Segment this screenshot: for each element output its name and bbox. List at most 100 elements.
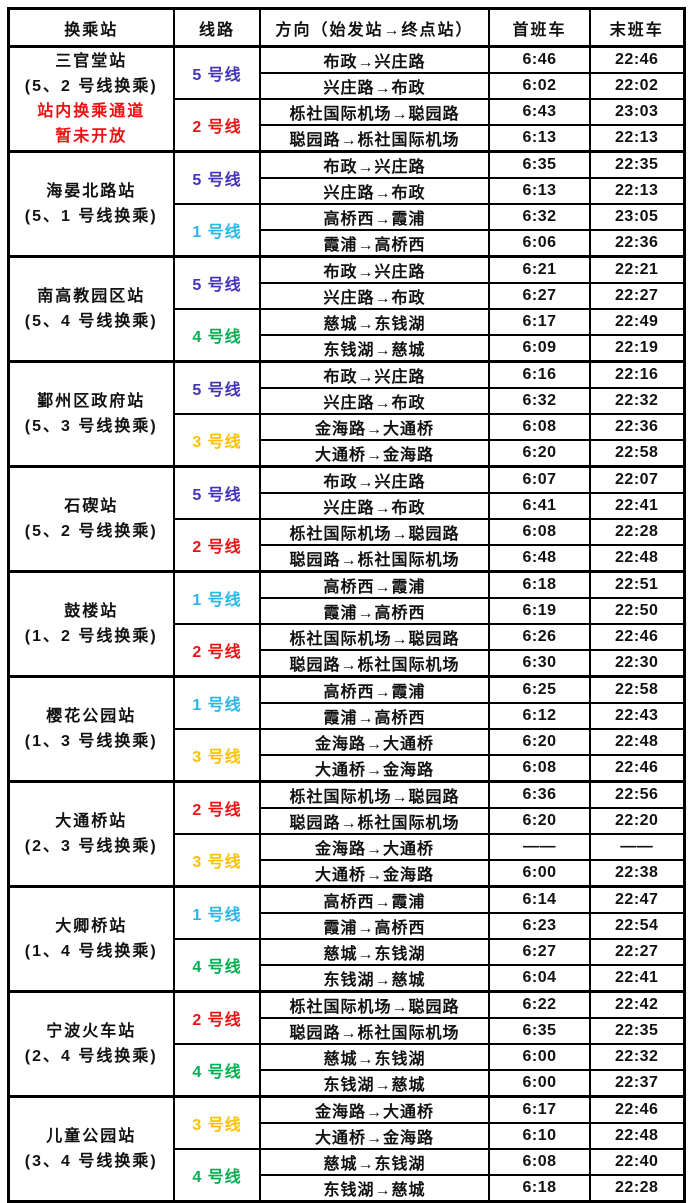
direction-cell: 高桥西→霞浦 xyxy=(259,203,490,231)
last-train-cell: —— xyxy=(589,833,685,861)
first-train-cell: 6:07 xyxy=(488,465,591,494)
direction-cell: 霞浦→高桥西 xyxy=(259,702,490,730)
line-badge: 4 号线 xyxy=(173,1043,261,1098)
last-train-cell: 22:48 xyxy=(589,544,685,573)
last-train-cell: 22:13 xyxy=(589,177,685,205)
timetable-row: 兴庄路→布政 6:41 22:41 xyxy=(8,492,685,520)
first-train-cell: 6:27 xyxy=(488,938,591,966)
last-train-cell: 22:35 xyxy=(589,150,685,179)
direction-cell: 霞浦→高桥西 xyxy=(259,229,490,258)
direction-cell: 东钱湖→慈城 xyxy=(259,1069,490,1098)
direction-cell: 金海路→大通桥 xyxy=(259,728,490,756)
direction-cell: 慈城→东钱湖 xyxy=(259,938,490,966)
direction-cell: 慈城→东钱湖 xyxy=(259,1148,490,1176)
direction-cell: 栎社国际机场→聪园路 xyxy=(259,780,490,809)
direction-cell: 金海路→大通桥 xyxy=(259,413,490,441)
station-transfer-label: (5、1 号线换乘) xyxy=(24,208,158,225)
first-train-cell: 6:35 xyxy=(488,1017,591,1045)
last-train-cell: 22:13 xyxy=(589,124,685,153)
direction-cell: 布政→兴庄路 xyxy=(259,465,490,494)
station-transfer-label: (1、3 号线换乘) xyxy=(24,733,158,750)
first-train-cell: 6:32 xyxy=(488,203,591,231)
last-train-cell: 22:46 xyxy=(589,1095,685,1124)
last-train-cell: 22:16 xyxy=(589,360,685,389)
station-transfer-label: (1、4 号线换乘) xyxy=(24,943,158,960)
direction-cell: 栎社国际机场→聪园路 xyxy=(259,518,490,546)
first-train-cell: 6:17 xyxy=(488,1095,591,1124)
last-train-cell: 22:48 xyxy=(589,1122,685,1150)
timetable-row: 三官堂站 (5、2 号线换乘) 站内换乘通道 暂未开放 5 号线 布政→兴庄路 6:46 22… xyxy=(7,45,685,153)
col-header-last-train: 末班车 xyxy=(589,7,685,48)
station-cell: 石碶站 (5、2 号线换乘) xyxy=(7,465,175,573)
timetable-row: 樱花公园站 (1、3 号线换乘) 1 号线 高桥西→霞浦 6:25 22:58 xyxy=(7,675,685,783)
timetable-row: 霞浦→高桥西 6:23 22:54 xyxy=(8,912,685,940)
line-badge: 3 号线 xyxy=(173,833,261,888)
first-train-cell: 6:35 xyxy=(488,150,591,179)
direction-cell: 布政→兴庄路 xyxy=(259,150,490,179)
first-train-cell: 6:12 xyxy=(488,702,591,730)
direction-cell: 兴庄路→布政 xyxy=(259,72,490,100)
first-train-cell: 6:08 xyxy=(488,413,591,441)
last-train-cell: 22:21 xyxy=(589,255,685,284)
station-cell: 鼓楼站 (1、2 号线换乘) xyxy=(7,570,175,678)
station-transfer-label: (5、3 号线换乘) xyxy=(24,418,158,435)
station-transfer-label: (2、4 号线换乘) xyxy=(24,1048,158,1065)
last-train-cell: 22:27 xyxy=(589,938,685,966)
station-name: 石碶站 xyxy=(64,498,119,515)
first-train-cell: 6:00 xyxy=(488,859,591,888)
station-name: 大通桥站 xyxy=(55,813,128,830)
direction-cell: 聪园路→栎社国际机场 xyxy=(259,544,490,573)
col-header-station: 换乘站 xyxy=(7,7,175,48)
direction-cell: 霞浦→高桥西 xyxy=(259,597,490,625)
station-cell: 儿童公园站 (3、4 号线换乘) xyxy=(7,1095,175,1203)
last-train-cell: 22:46 xyxy=(589,754,685,783)
station-name: 樱花公园站 xyxy=(46,708,137,725)
station-transfer-label: (1、2 号线换乘) xyxy=(24,628,158,645)
timetable-row: 大通桥→金海路 6:10 22:48 xyxy=(8,1122,685,1150)
first-train-cell: 6:20 xyxy=(488,807,591,835)
direction-cell: 兴庄路→布政 xyxy=(259,177,490,205)
first-train-cell: 6:13 xyxy=(488,177,591,205)
last-train-cell: 22:28 xyxy=(589,1174,685,1203)
line-badge: 3 号线 xyxy=(173,1095,261,1150)
timetable-row: 兴庄路→布政 6:13 22:13 xyxy=(8,177,685,205)
first-train-cell: 6:26 xyxy=(488,623,591,651)
last-train-cell: 22:20 xyxy=(589,807,685,835)
last-train-cell: 23:03 xyxy=(589,98,685,126)
station-name: 鼓楼站 xyxy=(64,603,119,620)
timetable-row: 东钱湖→慈城 6:09 22:19 xyxy=(8,334,685,363)
last-train-cell: 22:37 xyxy=(589,1069,685,1098)
last-train-cell: 22:02 xyxy=(589,72,685,100)
last-train-cell: 22:28 xyxy=(589,518,685,546)
line-badge: 5 号线 xyxy=(173,360,261,415)
last-train-cell: 22:32 xyxy=(589,387,685,415)
last-train-cell: 22:48 xyxy=(589,728,685,756)
direction-cell: 高桥西→霞浦 xyxy=(259,885,490,914)
timetable-row: 2 号线 栎社国际机场→聪园路 6:26 22:46 xyxy=(8,623,685,678)
line-badge: 1 号线 xyxy=(173,570,261,625)
first-train-cell: 6:20 xyxy=(488,728,591,756)
direction-cell: 高桥西→霞浦 xyxy=(259,675,490,704)
last-train-cell: 22:56 xyxy=(589,780,685,809)
timetable-row: 东钱湖→慈城 6:00 22:37 xyxy=(8,1069,685,1098)
timetable-row: 3 号线 金海路→大通桥 6:08 22:36 xyxy=(8,413,685,468)
direction-cell: 东钱湖→慈城 xyxy=(259,1174,490,1203)
station-name: 儿童公园站 xyxy=(46,1128,137,1145)
last-train-cell: 22:49 xyxy=(589,308,685,336)
last-train-cell: 22:36 xyxy=(589,229,685,258)
line-badge: 2 号线 xyxy=(173,623,261,678)
first-train-cell: 6:08 xyxy=(488,1148,591,1176)
last-train-cell: 22:46 xyxy=(589,45,685,74)
timetable-row: 大通桥→金海路 6:00 22:38 xyxy=(8,859,685,888)
timetable-row: 石碶站 (5、2 号线换乘) 5 号线 布政→兴庄路 6:07 22:07 xyxy=(7,465,685,573)
last-train-cell: 22:51 xyxy=(589,570,685,599)
last-train-cell: 22:46 xyxy=(589,623,685,651)
station-name: 南高教园区站 xyxy=(37,288,146,305)
last-train-cell: 22:42 xyxy=(589,990,685,1019)
direction-cell: 慈城→东钱湖 xyxy=(259,1043,490,1071)
first-train-cell: 6:18 xyxy=(488,1174,591,1203)
station-name: 三官堂站 xyxy=(55,53,128,70)
line-badge: 2 号线 xyxy=(173,990,261,1045)
station-cell: 樱花公园站 (1、3 号线换乘) xyxy=(7,675,175,783)
first-train-cell: 6:30 xyxy=(488,649,591,678)
